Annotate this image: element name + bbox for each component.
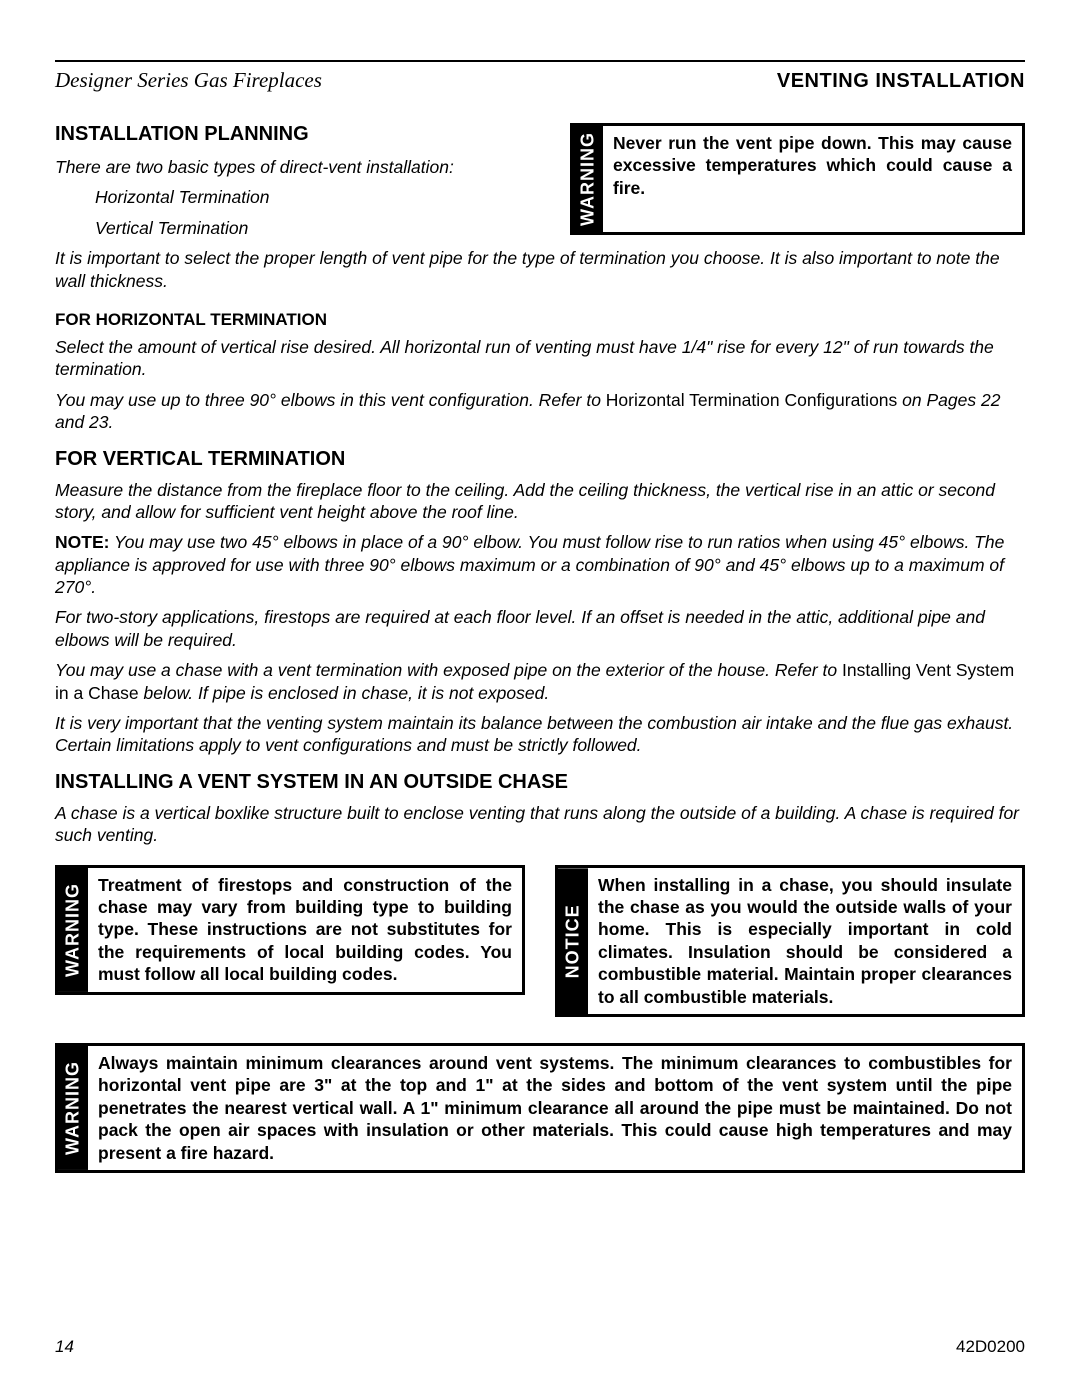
planning-select: It is important to select the proper len…	[55, 247, 1025, 292]
page-number: 14	[55, 1337, 74, 1357]
page-footer: 14 42D0200	[55, 1337, 1025, 1357]
vert-p1: Measure the distance from the fireplace …	[55, 479, 1025, 524]
vert-p2: For two-story applications, firestops ar…	[55, 606, 1025, 651]
warning-firestops: WARNING Treatment of firestops and const…	[55, 865, 525, 995]
warning-vent-down: WARNING Never run the vent pipe down. Th…	[570, 123, 1025, 235]
horiz-p2a: You may use up to three 90° elbows in th…	[55, 390, 606, 410]
chase-p1: A chase is a vertical boxlike structure …	[55, 802, 1025, 847]
vert-p3: You may use a chase with a vent terminat…	[55, 659, 1025, 704]
warning-label: WARNING	[573, 126, 603, 232]
vert-p4: It is very important that the venting sy…	[55, 712, 1025, 757]
warning-text: Treatment of firestops and construction …	[88, 868, 522, 992]
heading-chase: INSTALLING A VENT SYSTEM IN AN OUTSIDE C…	[55, 771, 1025, 794]
horiz-p1: Select the amount of vertical rise desir…	[55, 336, 1025, 381]
warning-label: WARNING	[58, 1046, 88, 1170]
warning-clearances: WARNING Always maintain minimum clearanc…	[55, 1043, 1025, 1173]
note-label: NOTE:	[55, 532, 109, 552]
horiz-p2b: Horizontal Termination Configurations	[606, 390, 898, 410]
horiz-p2: You may use up to three 90° elbows in th…	[55, 389, 1025, 434]
vert-p3a: You may use a chase with a vent terminat…	[55, 660, 842, 680]
warning-text: Always maintain minimum clearances aroun…	[88, 1046, 1022, 1170]
section-title: VENTING INSTALLATION	[777, 70, 1025, 93]
heading-horizontal: FOR HORIZONTAL TERMINATION	[55, 310, 1025, 330]
doc-code: 42D0200	[956, 1337, 1025, 1357]
warning-text: Never run the vent pipe down. This may c…	[603, 126, 1022, 232]
notice-insulate: NOTICE When installing in a chase, you s…	[555, 865, 1025, 1017]
doc-title: Designer Series Gas Fireplaces	[55, 68, 322, 93]
note-text: You may use two 45° elbows in place of a…	[55, 532, 1004, 597]
vert-p3c: below. If pipe is enclosed in chase, it …	[139, 683, 550, 703]
notice-label: NOTICE	[558, 868, 588, 1014]
notice-text: When installing in a chase, you should i…	[588, 868, 1022, 1014]
warning-label: WARNING	[58, 868, 88, 992]
vert-note: NOTE: You may use two 45° elbows in plac…	[55, 531, 1025, 598]
page-header: Designer Series Gas Fireplaces VENTING I…	[55, 68, 1025, 93]
heading-vertical: FOR VERTICAL TERMINATION	[55, 448, 1025, 471]
